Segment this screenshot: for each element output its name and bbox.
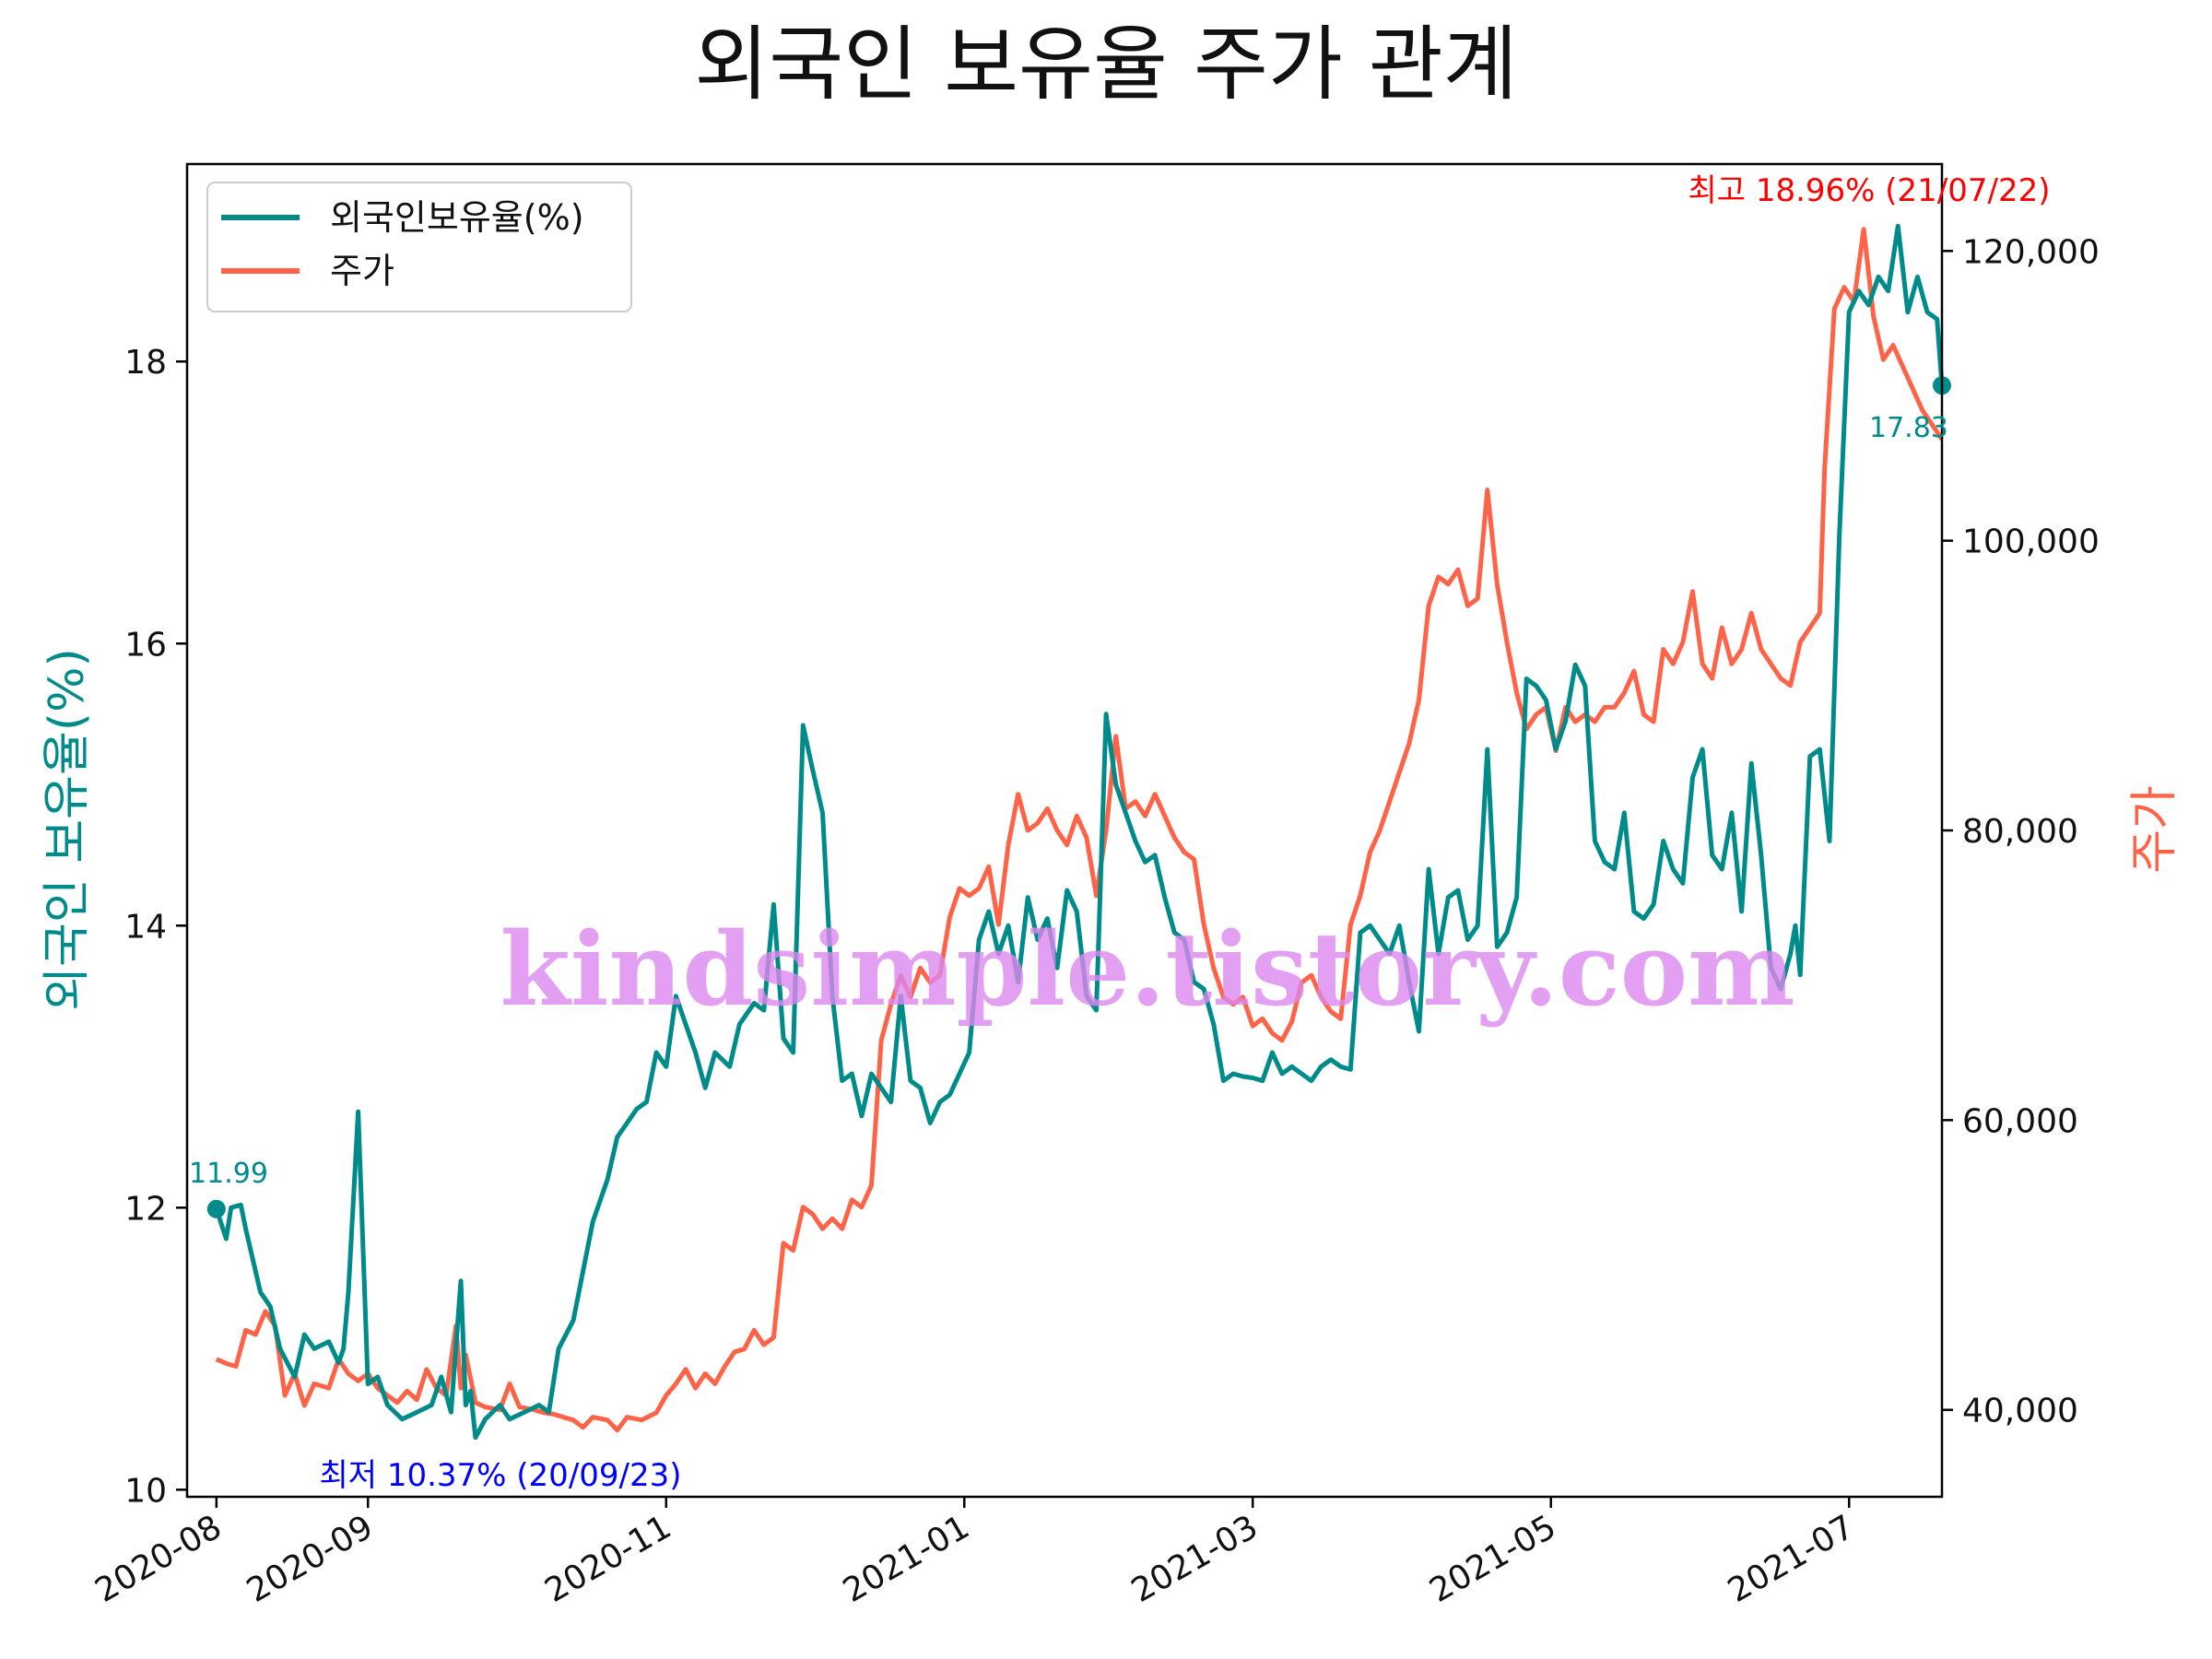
y-right-tick-label: 80,000 xyxy=(1962,813,2078,851)
start-value-label: 11.99 xyxy=(189,1158,268,1190)
y-right-tick-label: 100,000 xyxy=(1962,524,2100,561)
legend: 외국인보유율(%) 주가 xyxy=(206,182,632,312)
y-left-tick-label: 18 xyxy=(124,344,167,382)
x-axis: 2020-08 2020-09 2020-11 2021-01 2021-03 2021-… xyxy=(89,1497,1861,1610)
y-right-tick-label: 40,000 xyxy=(1962,1393,2078,1430)
line-price xyxy=(215,227,1945,1433)
y-axis-right: 40,000 60,000 80,000 100,000 120,000 xyxy=(1942,233,2100,1430)
y-axis-right-label: 주가 xyxy=(2127,785,2183,874)
y-left-tick-label: 14 xyxy=(124,908,167,946)
x-tick-label: 2020-08 xyxy=(89,1508,229,1610)
end-value-label: 17.83 xyxy=(1869,412,1948,444)
y-right-tick-label: 60,000 xyxy=(1962,1102,2078,1140)
start-marker xyxy=(206,1199,226,1218)
min-annotation: 최저 10.37% (20/09/23) xyxy=(319,1457,681,1494)
legend-box xyxy=(206,182,632,312)
line-foreign-ratio xyxy=(214,223,1945,1441)
y-left-tick-label: 12 xyxy=(124,1190,167,1228)
series-lines xyxy=(214,223,1945,1441)
watermark: kindsimple.tistory.com xyxy=(500,910,1795,1029)
x-tick-label: 2021-03 xyxy=(1125,1508,1265,1610)
x-tick-label: 2021-05 xyxy=(1423,1508,1562,1610)
x-tick-label: 2020-11 xyxy=(538,1508,677,1610)
y-axis-left-label: 외국인 보유율(%) xyxy=(40,648,95,1011)
y-axis-left: 10 12 14 16 18 xyxy=(124,344,187,1510)
y-left-tick-label: 16 xyxy=(124,626,167,664)
plot-area xyxy=(185,162,1951,1499)
y-left-tick-label: 10 xyxy=(124,1472,167,1510)
x-tick-label: 2021-01 xyxy=(837,1508,976,1610)
x-tick-label: 2021-07 xyxy=(1722,1508,1861,1610)
legend-label-foreign: 외국인보유율(%) xyxy=(330,197,584,238)
plot-frame xyxy=(185,162,1944,1499)
chart-title: 외국인 보유율 주가 관계 xyxy=(694,17,1518,112)
legend-label-price: 주가 xyxy=(330,251,394,291)
y-right-tick-label: 120,000 xyxy=(1962,233,2100,271)
max-annotation: 최고 18.96% (21/07/22) xyxy=(1688,172,2050,209)
x-tick-label: 2020-09 xyxy=(241,1508,380,1610)
